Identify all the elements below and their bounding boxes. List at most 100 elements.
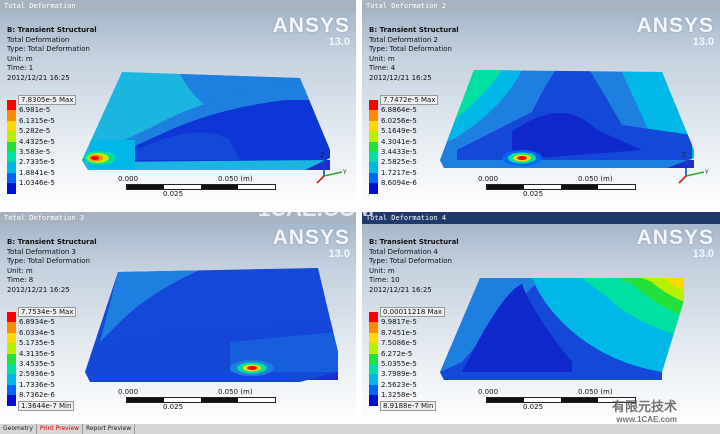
legend-swatch	[369, 343, 378, 354]
scale-bar: 0.000 0.050 (m) 0.025	[478, 175, 638, 198]
result-type: Type: Total Deformation	[369, 45, 452, 53]
legend-swatch	[7, 312, 16, 323]
legend-level: 9.9817e-5	[381, 318, 417, 327]
legend-level: 3.7989e-5	[381, 370, 417, 379]
view-tabs-bar: Geometry Print Preview Report Preview	[0, 424, 720, 434]
result-unit: Unit: m	[369, 266, 395, 275]
legend-max-label: 7.7534e-5 Max	[18, 307, 77, 317]
watermark-center: 1CAE.COM	[258, 196, 375, 221]
legend-swatch	[369, 353, 378, 364]
legend-level: 1.0346e-5	[19, 179, 55, 188]
tab-report-preview[interactable]: Report Preview	[83, 424, 136, 434]
legend-swatch	[369, 363, 378, 375]
legend-swatch	[7, 110, 16, 121]
panel-title[interactable]: Total Deformation 3	[0, 212, 356, 224]
tab-print-preview[interactable]: Print Preview	[37, 424, 83, 434]
legend-swatch	[369, 312, 378, 323]
legend-max-label: 0.00011218 Max	[380, 307, 446, 317]
legend-level: 8.6094e-6	[381, 179, 417, 188]
analysis-title: B: Transient Structural	[7, 238, 97, 246]
result-info: B: Transient Structural Total Deformatio…	[369, 26, 459, 83]
deformation-contour-model[interactable]	[0, 0, 356, 210]
legend-swatch	[7, 395, 16, 406]
result-time: Time: 4	[369, 64, 396, 72]
legend-swatch	[7, 332, 16, 344]
result-time: Time: 1	[7, 64, 34, 72]
legend-swatch	[369, 322, 378, 333]
scale-bar: 0.000 0.050 (m) 0.025	[478, 388, 638, 411]
axis-triad-icon[interactable]: Z Y	[676, 150, 712, 186]
legend-level: 8.7362e-6	[19, 391, 55, 400]
analysis-title: B: Transient Structural	[369, 26, 459, 34]
result-name: Total Deformation	[7, 35, 70, 44]
legend-level: 6.981e-5	[19, 106, 51, 115]
viewport-panel-2[interactable]: Total Deformation 2 ANSYS 13.0 B: Transie…	[362, 0, 720, 210]
result-date: 2012/12/21 16:25	[7, 73, 70, 82]
legend-swatch	[7, 353, 16, 364]
legend-level: 2.5936e-5	[19, 370, 55, 379]
legend-swatch	[369, 110, 378, 121]
scale-bar: 0.000 0.050 (m) 0.025	[118, 175, 278, 198]
scale-bar: 0.000 0.050 (m) 0.025	[118, 388, 278, 411]
legend-min-label: 1.3644e-7 Min	[18, 400, 75, 411]
result-time: Time: 10	[369, 276, 400, 284]
svg-text:Z: Z	[320, 152, 324, 159]
result-time: Time: 8	[7, 276, 34, 284]
legend-level: 4.4325e-5	[19, 137, 55, 146]
ansys-logo: ANSYS 13.0	[272, 14, 350, 48]
panel-title[interactable]: Total Deformation 4	[362, 212, 720, 224]
result-date: 2012/12/21 16:25	[7, 285, 70, 294]
legend-level: 2.5825e-5	[381, 158, 417, 167]
legend-swatch	[369, 384, 378, 396]
legend-level: 2.5623e-5	[381, 380, 417, 389]
deformation-contour-model[interactable]	[362, 0, 720, 210]
result-name: Total Deformation 3	[7, 247, 76, 256]
panel-title[interactable]: Total Deformation 2	[362, 0, 720, 12]
result-type: Type: Total Deformation	[7, 45, 90, 53]
legend-level: 1.8841e-5	[19, 168, 55, 177]
legend-level: 8.7451e-5	[381, 328, 417, 337]
legend-max-label: 7.8305e-5 Max	[18, 95, 77, 105]
legend-swatch	[7, 100, 16, 111]
legend-swatch	[369, 395, 378, 406]
legend-swatch	[7, 172, 16, 184]
legend-level: 6.272e-5	[381, 349, 413, 358]
legend-level: 1.7217e-5	[381, 168, 417, 177]
legend-swatch	[7, 363, 16, 375]
result-info: B: Transient Structural Total Deformatio…	[7, 26, 97, 83]
legend-level: 4.3135e-5	[19, 349, 55, 358]
viewport-panel-4[interactable]: Total Deformation 4 ANSYS 13.0 B: Transie…	[362, 212, 720, 424]
legend-swatch	[369, 374, 378, 385]
ansys-logo: ANSYS 13.0	[636, 14, 714, 48]
legend-level: 4.3041e-5	[381, 137, 417, 146]
legend-swatch	[369, 120, 378, 132]
result-info: B: Transient Structural Total Deformatio…	[7, 238, 97, 295]
legend-level: 6.8934e-5	[19, 318, 55, 327]
deformation-contour-model[interactable]	[362, 212, 720, 424]
deformation-contour-model[interactable]	[0, 212, 356, 424]
panel-title[interactable]: Total Deformation	[0, 0, 356, 12]
legend-min-label: 8.9188e-7 Min	[380, 400, 437, 411]
result-unit: Unit: m	[369, 54, 395, 63]
ansys-logo: ANSYS 13.0	[272, 226, 350, 260]
legend-swatch	[7, 120, 16, 132]
legend-level: 2.7335e-5	[19, 158, 55, 167]
legend-swatch	[7, 343, 16, 354]
legend-swatch	[369, 162, 378, 173]
viewport-panel-1[interactable]: Total Deformation ANSYS 13.0 B: Transient…	[0, 0, 356, 210]
legend-level: 5.1649e-5	[381, 127, 417, 136]
tab-geometry[interactable]: Geometry	[0, 424, 37, 434]
legend-level: 5.282e-5	[19, 127, 51, 136]
svg-text:Y: Y	[704, 169, 709, 176]
legend-swatch	[7, 141, 16, 152]
result-date: 2012/12/21 16:25	[369, 73, 432, 82]
viewport-panel-3[interactable]: Total Deformation 3 ANSYS 13.0 B: Transie…	[0, 212, 356, 424]
axis-triad-icon[interactable]: Z Y	[314, 150, 350, 186]
result-info: B: Transient Structural Total Deformatio…	[369, 238, 459, 295]
legend-level: 3.4433e-5	[381, 147, 417, 156]
legend-swatch	[369, 131, 378, 142]
result-date: 2012/12/21 16:25	[369, 285, 432, 294]
legend-level: 6.0256e-5	[381, 116, 417, 125]
legend-swatch	[369, 332, 378, 344]
legend-swatch	[7, 162, 16, 173]
